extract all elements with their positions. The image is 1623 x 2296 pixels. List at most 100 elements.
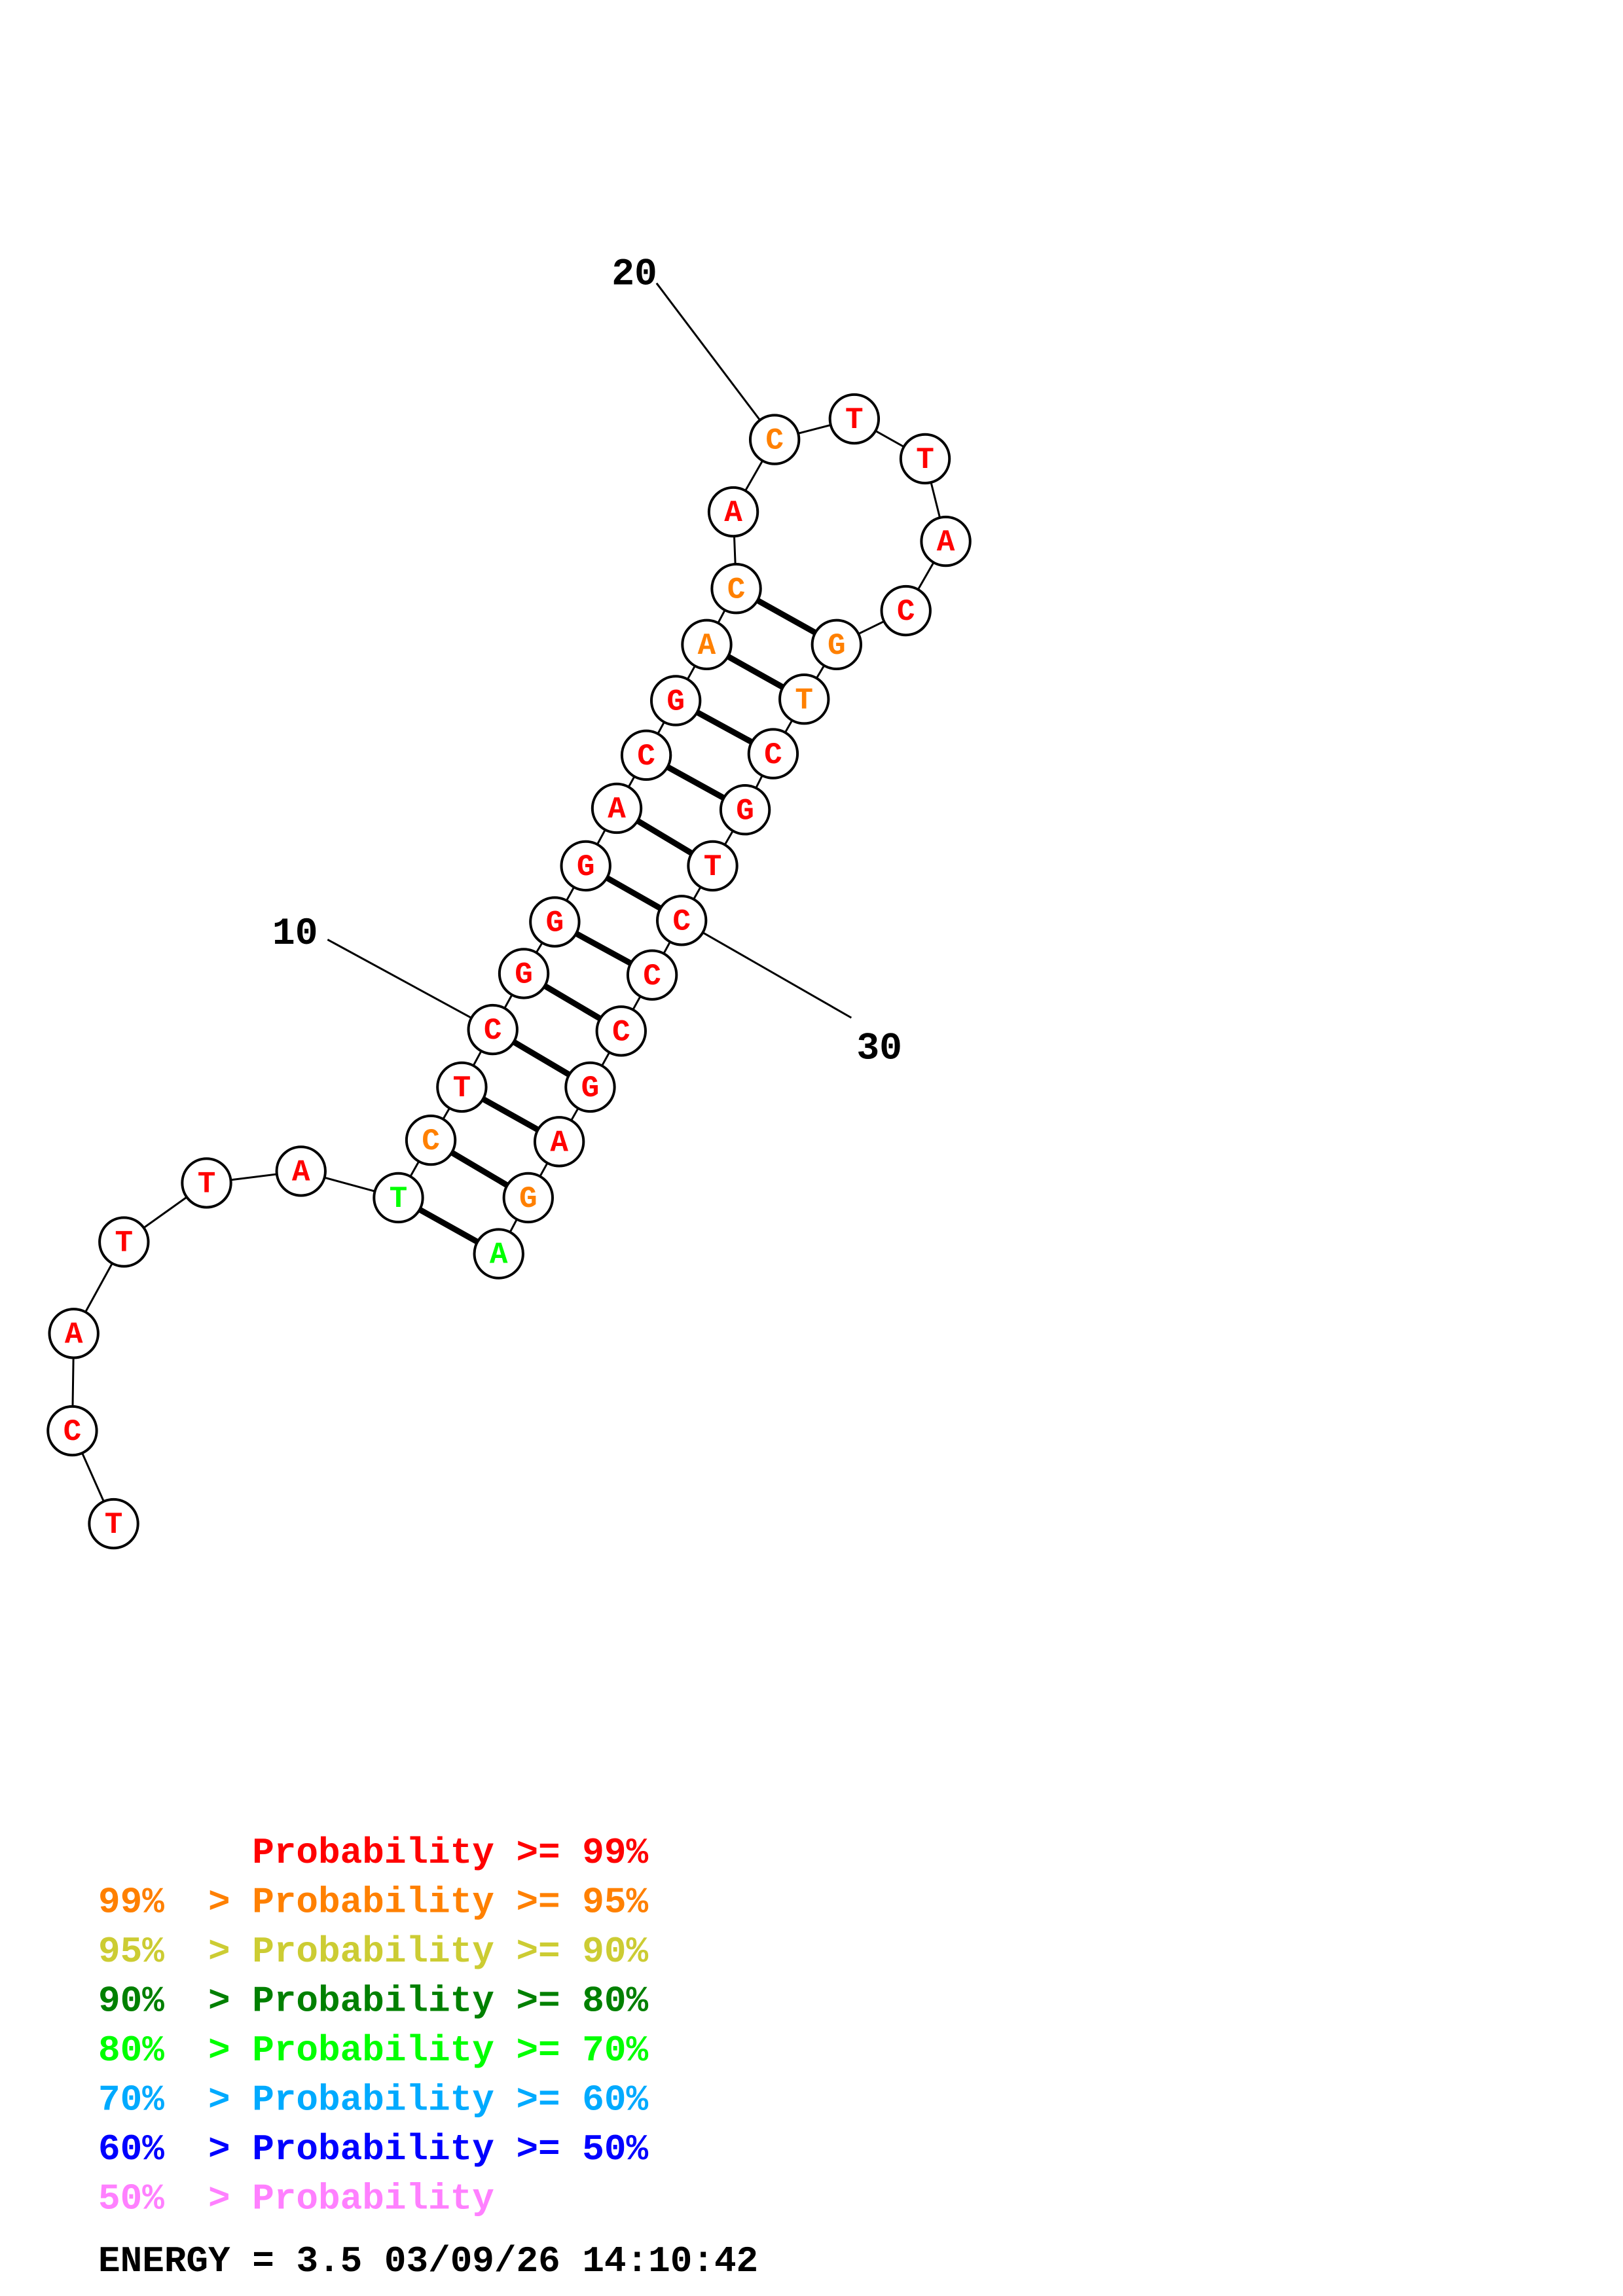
base-letter: G	[577, 850, 595, 884]
base-node: T	[899, 433, 951, 485]
base-letter: C	[422, 1124, 440, 1158]
base-node: C	[880, 584, 932, 637]
base-circle	[707, 486, 759, 538]
legend-range: 70%	[98, 2079, 164, 2121]
base-letter: G	[515, 958, 533, 992]
base-letter: C	[765, 424, 784, 458]
legend-label: Probability >= 80%	[252, 1981, 648, 2022]
legend-label: Probability >= 90%	[252, 1931, 648, 1973]
legend-label: Probability >= 60%	[252, 2079, 648, 2121]
base-node: C	[710, 563, 762, 615]
base-node: C	[748, 414, 801, 465]
base-circle	[655, 895, 708, 946]
base-letter: C	[484, 1014, 502, 1048]
base-circle	[778, 673, 830, 725]
base-node: C	[595, 1005, 647, 1057]
base-circle	[405, 1114, 457, 1166]
index-label: 20	[611, 254, 657, 296]
base-node: A	[591, 782, 643, 834]
base-circle	[46, 1405, 98, 1457]
base-letter: C	[897, 595, 915, 629]
base-circle	[502, 1172, 554, 1224]
legend-label: Probability >= 50%	[252, 2128, 648, 2170]
legend-label: Probability >= 70%	[252, 2030, 648, 2072]
base-circle	[626, 949, 678, 1001]
base-node: G	[719, 784, 771, 836]
energy-footer: ENERGY = 3.5 03/09/26 14:10:42	[98, 2240, 758, 2282]
base-node: C	[620, 729, 672, 781]
base-circle	[473, 1228, 524, 1280]
base-circle	[748, 414, 801, 465]
base-circle	[687, 840, 739, 892]
base-circle	[710, 563, 762, 615]
base-node: T	[98, 1216, 150, 1268]
legend-separator: >	[208, 2079, 230, 2121]
base-letter: A	[65, 1318, 83, 1352]
base-circle	[899, 433, 951, 485]
base-circle	[373, 1172, 424, 1224]
base-letter: G	[519, 1182, 538, 1216]
index-leader-line	[681, 919, 852, 1019]
base-circle	[98, 1216, 150, 1268]
legend-label: Probability >= 95%	[252, 1882, 648, 1924]
base-circle	[920, 515, 972, 567]
legend-separator: >	[208, 1981, 230, 2022]
base-letter: C	[672, 905, 691, 939]
base-letter: G	[581, 1071, 600, 1105]
base-circle	[529, 896, 581, 948]
base-node: G	[649, 675, 702, 726]
index-leader-line	[655, 282, 776, 440]
base-node: T	[778, 673, 830, 725]
base-circle	[880, 584, 932, 637]
base-letter: T	[105, 1508, 123, 1542]
index-leader-line	[327, 939, 494, 1031]
base-node: G	[502, 1172, 554, 1224]
base-circle	[828, 393, 881, 445]
base-letter: G	[666, 685, 685, 719]
base-circle	[436, 1061, 488, 1113]
base-circle	[591, 782, 643, 834]
base-circle	[533, 1116, 585, 1168]
base-node: C	[46, 1405, 98, 1457]
base-circle	[620, 729, 672, 781]
index-label: 30	[856, 1028, 902, 1071]
base-letter: C	[727, 573, 746, 607]
base-circle	[275, 1145, 327, 1197]
legend-separator: >	[208, 1882, 230, 1924]
base-node: A	[48, 1308, 100, 1359]
base-circle	[467, 1003, 519, 1056]
base-letter: T	[198, 1168, 216, 1202]
legend-range: 95%	[98, 1931, 164, 1973]
base-node: G	[564, 1061, 616, 1113]
base-letter: A	[292, 1156, 310, 1190]
base-node: A	[473, 1228, 524, 1280]
base-circle	[719, 784, 771, 836]
base-node: T	[88, 1498, 139, 1550]
base-letter: T	[916, 443, 934, 477]
base-letter: G	[736, 794, 754, 828]
base-letter: C	[612, 1015, 630, 1049]
base-letter: T	[845, 403, 864, 437]
base-circle	[564, 1061, 616, 1113]
base-circle	[181, 1157, 232, 1209]
base-letter: T	[453, 1071, 471, 1105]
base-letter: T	[704, 850, 722, 884]
base-letter: A	[608, 793, 626, 827]
base-node: C	[405, 1114, 457, 1166]
base-node: A	[275, 1145, 327, 1197]
base-node: C	[655, 895, 708, 946]
legend-separator: >	[208, 2030, 230, 2072]
base-letter: A	[937, 526, 955, 560]
base-circle	[498, 948, 550, 999]
base-letter: C	[643, 960, 661, 994]
base-circle	[48, 1308, 100, 1359]
base-letter: A	[698, 629, 716, 663]
base-node: T	[181, 1157, 232, 1209]
base-letter: T	[390, 1182, 408, 1216]
base-node: A	[707, 486, 759, 538]
base-pair-lines	[397, 586, 839, 1257]
legend-separator: >	[208, 2128, 230, 2170]
base-letter: T	[795, 683, 813, 717]
legend-label: Probability >= 99%	[252, 1832, 648, 1874]
